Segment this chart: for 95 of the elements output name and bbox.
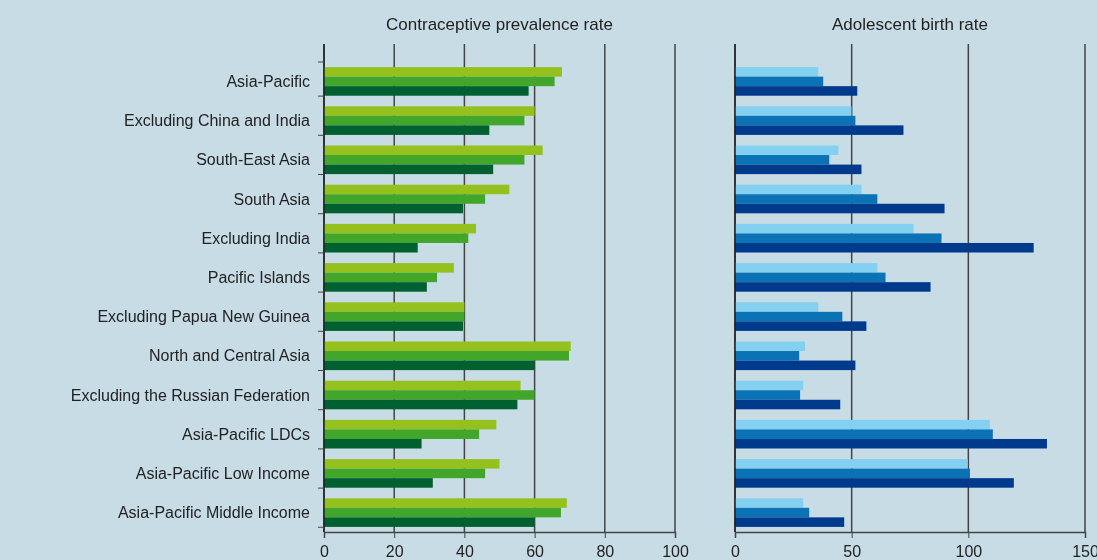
bar (735, 468, 970, 479)
bar (735, 478, 1014, 488)
x-tick-label: 40 (456, 543, 474, 560)
bar (324, 67, 562, 77)
bar (324, 106, 535, 116)
bar (324, 311, 465, 322)
x-tick-label: 100 (662, 543, 689, 560)
bar (324, 125, 490, 135)
bar (324, 86, 529, 96)
bar (324, 242, 418, 253)
bar (324, 164, 494, 175)
bar (324, 399, 518, 410)
bar (735, 76, 824, 87)
bar (324, 184, 510, 195)
bar (324, 380, 521, 391)
x-tick-label: 60 (526, 543, 545, 560)
bar (735, 67, 819, 77)
y-tick-label: North and Central Asia (149, 347, 311, 365)
bar (324, 478, 433, 488)
x-tick-label: 80 (596, 543, 615, 560)
bar (324, 282, 427, 292)
bar (324, 341, 571, 352)
bar (735, 242, 1034, 253)
y-tick-label: Asia-Pacific Low Income (135, 465, 311, 482)
bar (735, 272, 886, 283)
bar (735, 194, 878, 204)
bar (735, 399, 841, 410)
y-tick-label: Excluding India (201, 229, 311, 247)
bar (324, 438, 422, 449)
bar (735, 498, 804, 508)
bar (324, 203, 463, 214)
x-tick-label: 20 (385, 543, 404, 560)
bar (735, 233, 942, 243)
bar (324, 507, 561, 518)
y-tick-label: South Asia (233, 190, 311, 208)
bar (324, 194, 486, 204)
bar (324, 145, 543, 156)
bar (735, 164, 862, 175)
bar (735, 203, 945, 214)
bar (735, 145, 839, 156)
bar (324, 115, 525, 126)
y-tick-label: Excluding the Russian Federation (70, 386, 310, 404)
bar (324, 272, 438, 283)
bar (324, 321, 463, 331)
bar (735, 419, 990, 430)
bar (735, 380, 804, 391)
y-tick-label: South-East Asia (196, 151, 311, 169)
bar (324, 223, 476, 234)
bar (324, 459, 500, 469)
x-tick-label: 50 (843, 543, 862, 560)
x-tick-label: 0 (320, 543, 330, 560)
y-tick-label: Pacific Islands (207, 269, 310, 286)
y-tick-label: Asia-Pacific LDCs (181, 425, 310, 443)
bar (735, 184, 862, 195)
bar (735, 360, 856, 371)
bar (324, 419, 497, 430)
bar (735, 302, 819, 312)
bar (735, 86, 858, 96)
bar (324, 263, 454, 273)
y-tick-label: Excluding Papua New Guinea (97, 308, 311, 326)
chart-title: Adolescent birth rate (832, 15, 988, 34)
bar (735, 390, 801, 400)
bar (735, 351, 800, 361)
bar (735, 263, 878, 273)
y-tick-label: Excluding China and India (124, 112, 311, 130)
bar (735, 282, 931, 292)
bar (324, 155, 525, 165)
y-tick-label: Asia-Pacific (226, 73, 310, 90)
bar (324, 302, 465, 312)
bar (324, 429, 480, 439)
bar (324, 468, 486, 479)
chart-title: Contraceptive prevalence rate (386, 15, 613, 34)
bar (735, 438, 1047, 449)
bar (735, 321, 867, 331)
bar (735, 115, 856, 126)
bar (735, 429, 993, 439)
x-tick-label: 100 (955, 543, 983, 560)
bar (324, 498, 567, 508)
bar (324, 233, 469, 243)
bar (324, 76, 555, 87)
bar (324, 390, 535, 400)
bar (324, 351, 569, 361)
bar (735, 517, 845, 527)
bar (735, 125, 904, 135)
bar (735, 106, 852, 116)
y-tick-label: Asia-Pacific Middle Income (117, 504, 311, 522)
bar (324, 517, 535, 527)
bar (735, 459, 968, 469)
bar (735, 311, 843, 322)
bar (735, 223, 914, 234)
x-tick-label: 0 (731, 543, 741, 560)
bar (735, 155, 830, 165)
bar (735, 507, 810, 518)
bar (735, 341, 805, 352)
bar (324, 360, 535, 371)
